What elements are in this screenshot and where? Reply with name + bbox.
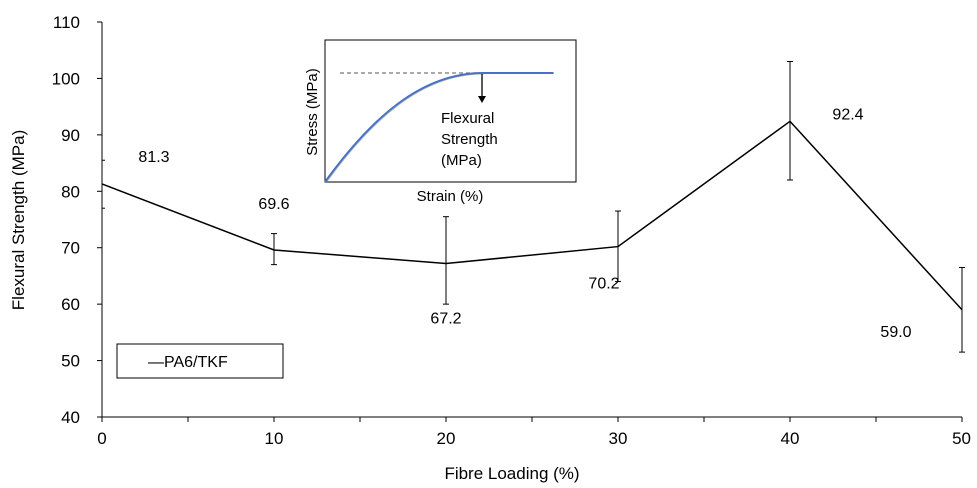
inset-annotation-line-1: Flexural: [441, 110, 494, 127]
error-bar: [787, 61, 793, 181]
x-axis-ticks: 0 10 20 30 40 50: [97, 417, 971, 448]
y-tick-label: 50: [61, 352, 80, 371]
x-axis-title: Fibre Loading (%): [444, 464, 579, 483]
error-bar: [101, 159, 105, 209]
legend-label: PA6/TKF: [164, 354, 228, 371]
data-label: 81.3: [138, 149, 169, 166]
error-bar: [443, 216, 449, 305]
error-bar: [271, 233, 277, 266]
error-bar: [615, 210, 621, 283]
y-axis-ticks: 40 50 60 70 80 90 100 110: [52, 13, 102, 427]
x-tick-label: 20: [437, 429, 456, 448]
data-label: 69.6: [258, 196, 289, 213]
y-tick-label: 70: [61, 239, 80, 258]
data-label: 67.2: [430, 311, 461, 328]
inset-y-label: Stress (MPa): [304, 68, 321, 156]
y-tick-label: 80: [61, 182, 80, 201]
data-label: 59.0: [880, 324, 911, 341]
legend: — PA6/TKF: [116, 343, 284, 379]
y-tick-label: 110: [53, 13, 80, 32]
inset-frame: [324, 39, 577, 183]
legend-box: [116, 343, 284, 379]
inset-x-label: Strain (%): [417, 188, 484, 205]
y-tick-label: 90: [61, 126, 80, 145]
y-axis-title: Flexural Strength (MPa): [9, 130, 28, 310]
inset-stress-strain-curve: [324, 72, 553, 183]
error-bar: [959, 266, 965, 353]
legend-marker: —: [148, 354, 164, 371]
inset-annotation-line-3: (MPa): [441, 152, 482, 169]
y-tick-label: 100: [52, 69, 80, 88]
y-axis: 40 50 60 70 80 90 100 110: [52, 13, 103, 427]
inset-annotation-line-2: Strength: [441, 131, 498, 148]
x-tick-label: 40: [781, 429, 800, 448]
x-tick-label: 30: [609, 429, 628, 448]
inset-arrow-head: [478, 96, 486, 103]
y-tick-label: 60: [61, 295, 80, 314]
x-axis: 0 10 20 30 40 50: [97, 416, 971, 448]
series-pa6-tkf: 81.3 69.6 67.2 70.2 92.4 59.0: [101, 61, 965, 353]
inset-chart: Flexural Strength (MPa) Strain (%) Stres…: [304, 39, 577, 205]
inset-curve-shadow: [325, 73, 485, 184]
x-tick-label: 0: [97, 429, 106, 448]
data-labels: 81.3 69.6 67.2 70.2 92.4 59.0: [138, 106, 911, 340]
data-label: 92.4: [832, 106, 863, 123]
error-bars: [101, 61, 965, 353]
x-tick-label: 50: [952, 429, 971, 448]
y-tick-label: 40: [61, 408, 80, 427]
x-tick-label: 10: [265, 429, 284, 448]
data-label: 70.2: [588, 276, 619, 293]
series-line: [101, 120, 963, 311]
